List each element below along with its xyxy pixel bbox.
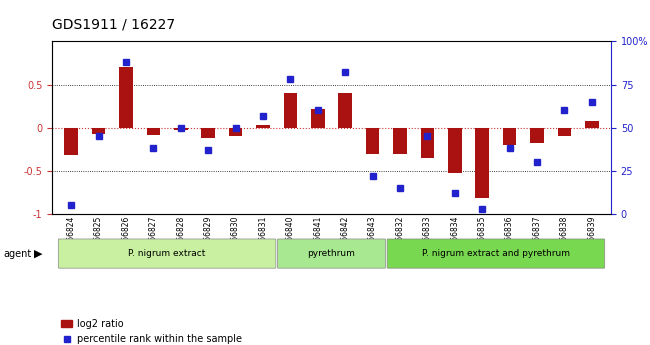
- Bar: [502, 128, 517, 145]
- Bar: [530, 128, 544, 143]
- Bar: [283, 93, 297, 128]
- Bar: [393, 128, 407, 154]
- Bar: [558, 128, 571, 136]
- Bar: [585, 121, 599, 128]
- FancyBboxPatch shape: [58, 239, 276, 268]
- Bar: [311, 109, 324, 128]
- Bar: [146, 128, 161, 135]
- Bar: [448, 128, 462, 172]
- Bar: [229, 128, 242, 136]
- Bar: [421, 128, 434, 158]
- Bar: [202, 128, 215, 138]
- Bar: [119, 67, 133, 128]
- Bar: [92, 128, 105, 134]
- Legend: log2 ratio, percentile rank within the sample: log2 ratio, percentile rank within the s…: [57, 315, 246, 345]
- Bar: [339, 93, 352, 128]
- Text: P. nigrum extract and pyrethrum: P. nigrum extract and pyrethrum: [422, 249, 570, 258]
- Bar: [64, 128, 78, 155]
- Text: ▶: ▶: [34, 249, 42, 258]
- Bar: [366, 128, 380, 154]
- Bar: [256, 125, 270, 128]
- Text: P. nigrum extract: P. nigrum extract: [129, 249, 206, 258]
- Text: agent: agent: [3, 249, 31, 258]
- Bar: [174, 128, 188, 130]
- Bar: [475, 128, 489, 198]
- FancyBboxPatch shape: [387, 239, 604, 268]
- Text: GDS1911 / 16227: GDS1911 / 16227: [52, 17, 175, 31]
- FancyBboxPatch shape: [278, 239, 385, 268]
- Text: pyrethrum: pyrethrum: [307, 249, 356, 258]
